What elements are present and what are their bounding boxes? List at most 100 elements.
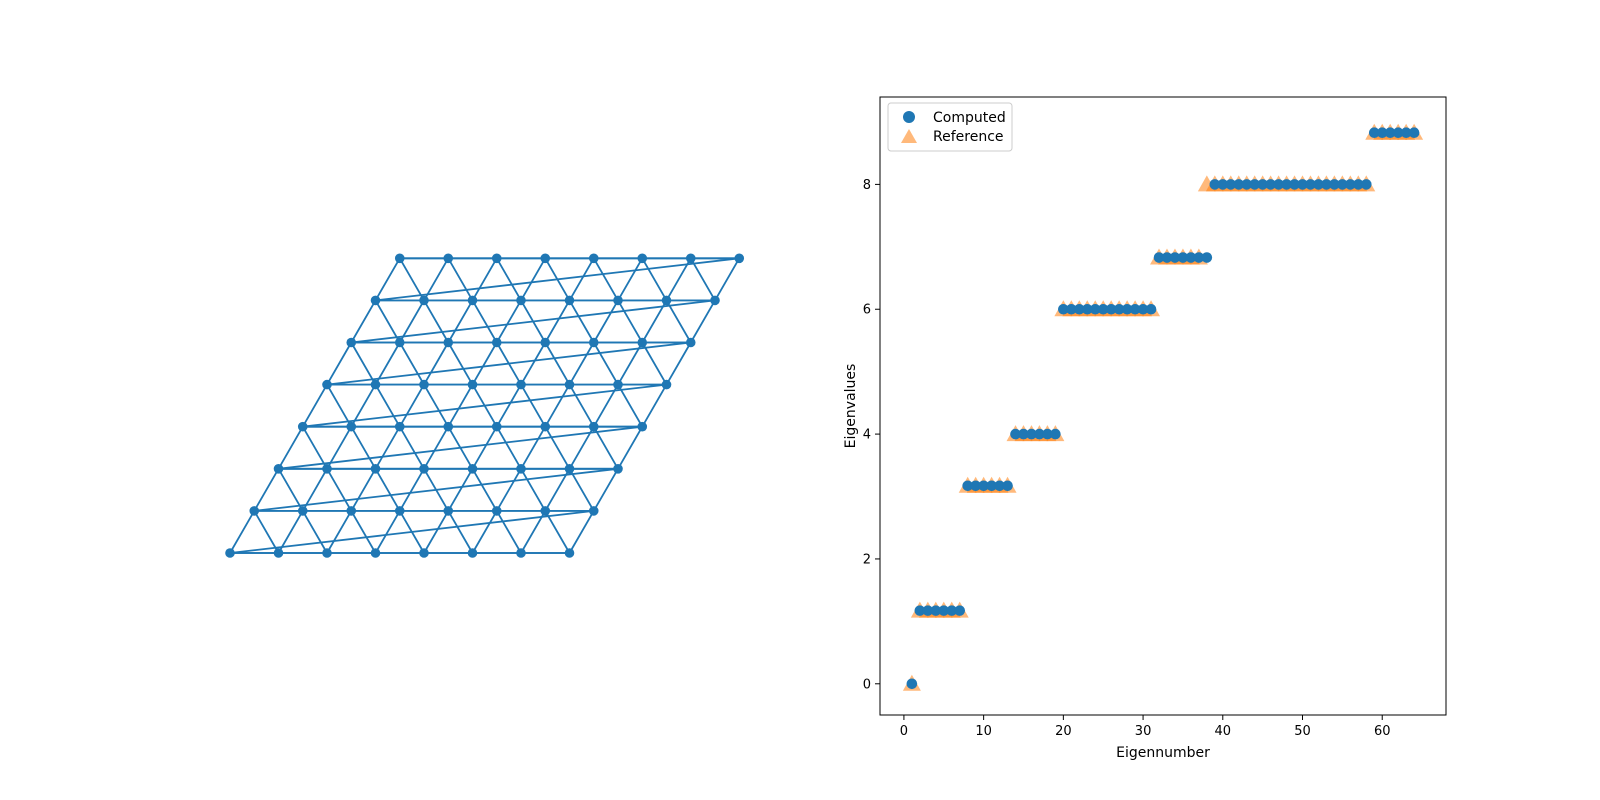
lattice-edge bbox=[641, 342, 668, 386]
lattice-edge bbox=[471, 426, 498, 470]
lattice-edge bbox=[301, 426, 328, 470]
lattice-node bbox=[540, 337, 551, 348]
lattice-node bbox=[613, 295, 623, 306]
lattice-edge bbox=[253, 468, 280, 512]
plot-area bbox=[879, 96, 1447, 716]
computed-point bbox=[1105, 303, 1117, 315]
lattice-node bbox=[322, 379, 332, 390]
lattice-edge bbox=[374, 426, 401, 470]
lattice-node bbox=[225, 548, 235, 558]
legend-reference-label: Reference bbox=[933, 129, 1004, 145]
lattice-edge bbox=[544, 426, 571, 470]
computed-point bbox=[1129, 303, 1141, 315]
lattice-edge bbox=[495, 384, 522, 428]
lattice-edge bbox=[423, 257, 450, 301]
lattice-edge bbox=[398, 342, 425, 386]
lattice-edge bbox=[326, 426, 353, 470]
lattice-node bbox=[467, 379, 478, 390]
lattice-edge bbox=[495, 510, 522, 554]
computed-point bbox=[1137, 303, 1149, 315]
lattice-edge bbox=[568, 299, 595, 343]
lattice-node bbox=[661, 295, 672, 306]
lattice-node bbox=[540, 506, 551, 516]
lattice-node bbox=[637, 421, 648, 432]
lattice-node bbox=[637, 253, 648, 264]
computed-point bbox=[1201, 252, 1213, 263]
lattice-node bbox=[346, 337, 357, 348]
lattice-edge bbox=[520, 299, 547, 343]
lattice-edge bbox=[665, 342, 692, 386]
lattice-node bbox=[613, 464, 623, 474]
computed-point bbox=[1026, 428, 1037, 440]
lattice-node bbox=[443, 506, 454, 516]
computed-point bbox=[922, 605, 934, 616]
lattice-edge bbox=[326, 510, 353, 554]
computed-point bbox=[1193, 252, 1205, 263]
lattice-edge bbox=[229, 510, 256, 554]
lattice-node bbox=[322, 464, 332, 474]
lattice-edge bbox=[592, 426, 619, 470]
computed-point bbox=[1353, 179, 1364, 190]
lattice-edge bbox=[350, 510, 377, 554]
lattice-edge bbox=[520, 384, 547, 428]
computed-point bbox=[1337, 179, 1348, 190]
computed-point bbox=[1281, 179, 1292, 190]
lattice-edge bbox=[374, 342, 401, 386]
lattice-node bbox=[394, 506, 405, 516]
computed-point bbox=[1297, 179, 1308, 190]
computed-point bbox=[1153, 252, 1165, 263]
lattice-edge bbox=[520, 468, 547, 512]
lattice-edge bbox=[447, 510, 474, 554]
lattice-edge bbox=[592, 299, 619, 343]
lattice-edge bbox=[520, 342, 547, 386]
lattice-node bbox=[613, 379, 623, 390]
x-axis-label: Eigennumber bbox=[1116, 745, 1210, 761]
computed-point bbox=[1233, 179, 1245, 190]
computed-point bbox=[978, 480, 989, 492]
legend-box bbox=[887, 102, 1013, 152]
lattice-node bbox=[419, 464, 429, 474]
lattice-edge bbox=[568, 510, 595, 554]
computed-point bbox=[1169, 252, 1181, 263]
lattice-edge bbox=[277, 510, 304, 554]
x-axis-ticks: 0 10 20 30 40 50 60 bbox=[900, 715, 1390, 739]
computed-point bbox=[1329, 179, 1340, 190]
computed-point bbox=[994, 480, 1005, 492]
computed-point bbox=[1089, 303, 1101, 315]
lattice-edge bbox=[398, 510, 425, 554]
lattice-edge bbox=[568, 468, 595, 512]
lattice-edge bbox=[350, 384, 377, 428]
lattice-node bbox=[516, 379, 526, 390]
lattice-node bbox=[249, 506, 260, 516]
lattice-edge bbox=[617, 257, 644, 301]
lattice-edge bbox=[447, 257, 474, 301]
lattice-edge bbox=[617, 342, 644, 386]
lattice-node bbox=[491, 253, 502, 264]
lattice-edge bbox=[471, 342, 498, 386]
computed-point bbox=[1313, 179, 1324, 190]
y-tick-label: 4 bbox=[863, 428, 871, 443]
lattice-edge bbox=[374, 299, 401, 343]
x-tick-label: 0 bbox=[900, 724, 908, 739]
lattice-edge bbox=[398, 257, 425, 301]
lattice-edge bbox=[350, 299, 377, 343]
computed-point bbox=[1066, 303, 1077, 315]
lattice-edge bbox=[423, 468, 450, 512]
lattice-node bbox=[516, 464, 526, 474]
y-tick-label: 8 bbox=[863, 178, 871, 193]
y-axis-label: Eigenvalues bbox=[843, 364, 859, 449]
lattice-edge bbox=[520, 257, 547, 301]
lattice-edge bbox=[544, 510, 571, 554]
lattice-node bbox=[491, 506, 502, 516]
lattice-edge bbox=[592, 384, 619, 428]
lattice-edge bbox=[665, 299, 692, 343]
lattice-edge bbox=[398, 299, 425, 343]
lattice-node bbox=[540, 421, 551, 432]
lattice-edge bbox=[471, 468, 498, 512]
lattice-edge bbox=[301, 510, 328, 554]
lattice-edge bbox=[301, 384, 328, 428]
computed-point bbox=[1217, 179, 1229, 190]
computed-point bbox=[1368, 127, 1380, 139]
computed-point bbox=[906, 678, 918, 690]
